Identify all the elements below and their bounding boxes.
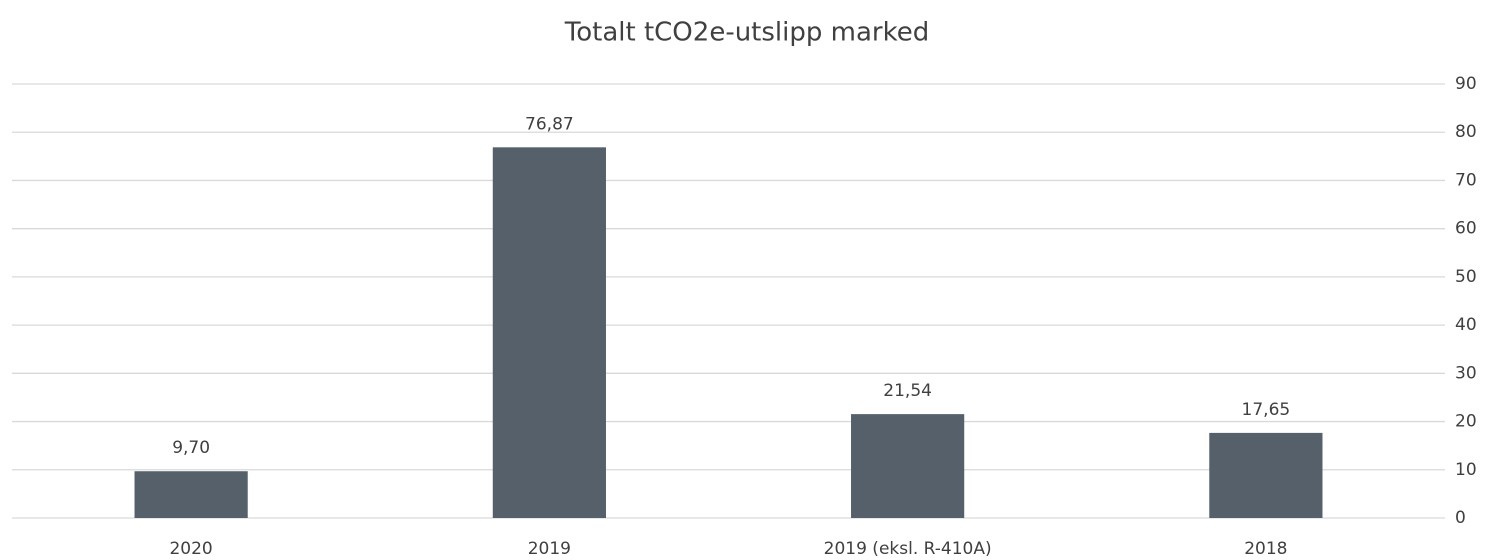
y-tick-label: 40 — [1455, 315, 1477, 335]
bar — [1209, 432, 1323, 518]
y-tick-label: 70 — [1455, 170, 1477, 190]
y-tick-label: 80 — [1455, 122, 1477, 142]
bar — [134, 471, 248, 518]
data-label: 9,70 — [172, 438, 210, 458]
y-tick-label: 60 — [1455, 219, 1477, 239]
bar — [851, 414, 965, 518]
data-label: 21,54 — [883, 381, 932, 401]
x-tick-label: 2020 — [169, 539, 212, 559]
y-tick-label: 30 — [1455, 363, 1477, 383]
y-tick-label: 0 — [1455, 508, 1466, 528]
y-tick-label: 10 — [1455, 460, 1477, 480]
bar — [492, 147, 606, 518]
data-label: 17,65 — [1242, 400, 1291, 420]
data-label: 76,87 — [525, 114, 574, 134]
y-tick-label: 90 — [1455, 74, 1477, 94]
x-tick-label: 2019 — [528, 539, 571, 559]
chart-title: Totalt tCO2e-utslipp marked — [564, 18, 929, 48]
x-tick-label: 2018 — [1244, 539, 1287, 559]
y-tick-label: 50 — [1455, 267, 1477, 287]
y-tick-label: 20 — [1455, 412, 1477, 432]
x-tick-label: 2019 (eksl. R-410A) — [824, 539, 992, 559]
